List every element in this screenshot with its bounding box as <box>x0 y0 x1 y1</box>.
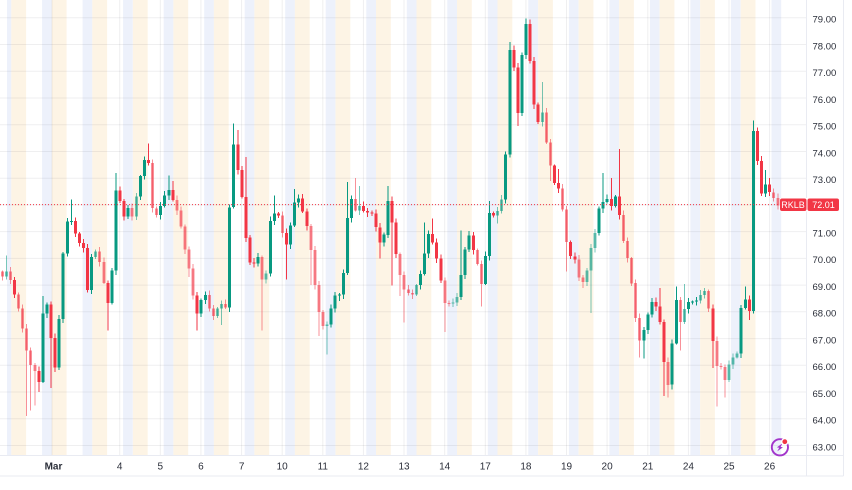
svg-text:63.00: 63.00 <box>813 442 837 453</box>
svg-text:13: 13 <box>398 462 410 473</box>
svg-text:21: 21 <box>642 462 654 473</box>
svg-text:75.00: 75.00 <box>813 122 837 133</box>
svg-text:67.00: 67.00 <box>813 335 837 346</box>
svg-text:5: 5 <box>158 462 164 473</box>
svg-text:64.00: 64.00 <box>813 416 837 427</box>
svg-text:74.00: 74.00 <box>813 148 837 159</box>
svg-text:71.00: 71.00 <box>813 228 837 239</box>
svg-text:4: 4 <box>117 462 123 473</box>
svg-text:69.00: 69.00 <box>813 282 837 293</box>
svg-text:70.00: 70.00 <box>813 255 837 266</box>
svg-text:76.00: 76.00 <box>813 95 837 106</box>
svg-text:73.00: 73.00 <box>813 175 837 186</box>
svg-text:68.00: 68.00 <box>813 309 837 320</box>
svg-text:72.01: 72.01 <box>812 200 835 210</box>
svg-text:7: 7 <box>239 462 245 473</box>
svg-text:RKLB: RKLB <box>781 200 805 210</box>
svg-text:6: 6 <box>198 462 204 473</box>
svg-text:66.00: 66.00 <box>813 362 837 373</box>
svg-text:10: 10 <box>277 462 289 473</box>
svg-text:24: 24 <box>683 462 695 473</box>
svg-text:77.00: 77.00 <box>813 68 837 79</box>
svg-text:79.00: 79.00 <box>813 15 837 26</box>
svg-text:Mar: Mar <box>45 462 63 473</box>
svg-text:12: 12 <box>358 462 370 473</box>
svg-text:78.00: 78.00 <box>813 41 837 52</box>
svg-text:17: 17 <box>480 462 492 473</box>
svg-text:18: 18 <box>520 462 532 473</box>
svg-text:25: 25 <box>723 462 735 473</box>
svg-text:26: 26 <box>764 462 776 473</box>
svg-text:65.00: 65.00 <box>813 389 837 400</box>
svg-text:19: 19 <box>561 462 573 473</box>
svg-text:14: 14 <box>439 462 451 473</box>
svg-text:20: 20 <box>602 462 614 473</box>
svg-text:11: 11 <box>318 462 329 473</box>
